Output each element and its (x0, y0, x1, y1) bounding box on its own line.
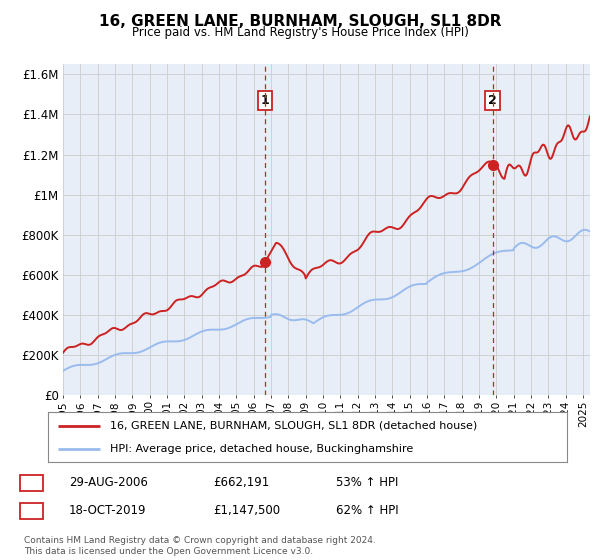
Text: HPI: Average price, detached house, Buckinghamshire: HPI: Average price, detached house, Buck… (110, 445, 413, 454)
Text: 2: 2 (488, 94, 497, 108)
Text: 1: 1 (27, 476, 35, 489)
Text: £662,191: £662,191 (213, 476, 269, 489)
Text: 53% ↑ HPI: 53% ↑ HPI (336, 476, 398, 489)
Text: 18-OCT-2019: 18-OCT-2019 (69, 504, 146, 517)
Text: Contains HM Land Registry data © Crown copyright and database right 2024.
This d: Contains HM Land Registry data © Crown c… (24, 536, 376, 556)
Text: 62% ↑ HPI: 62% ↑ HPI (336, 504, 398, 517)
Text: 2: 2 (27, 504, 35, 517)
Text: Price paid vs. HM Land Registry's House Price Index (HPI): Price paid vs. HM Land Registry's House … (131, 26, 469, 39)
Text: 29-AUG-2006: 29-AUG-2006 (69, 476, 148, 489)
Text: 16, GREEN LANE, BURNHAM, SLOUGH, SL1 8DR: 16, GREEN LANE, BURNHAM, SLOUGH, SL1 8DR (99, 14, 501, 29)
Text: 1: 1 (260, 94, 269, 108)
Text: £1,147,500: £1,147,500 (213, 504, 280, 517)
Text: 16, GREEN LANE, BURNHAM, SLOUGH, SL1 8DR (detached house): 16, GREEN LANE, BURNHAM, SLOUGH, SL1 8DR… (110, 421, 478, 431)
